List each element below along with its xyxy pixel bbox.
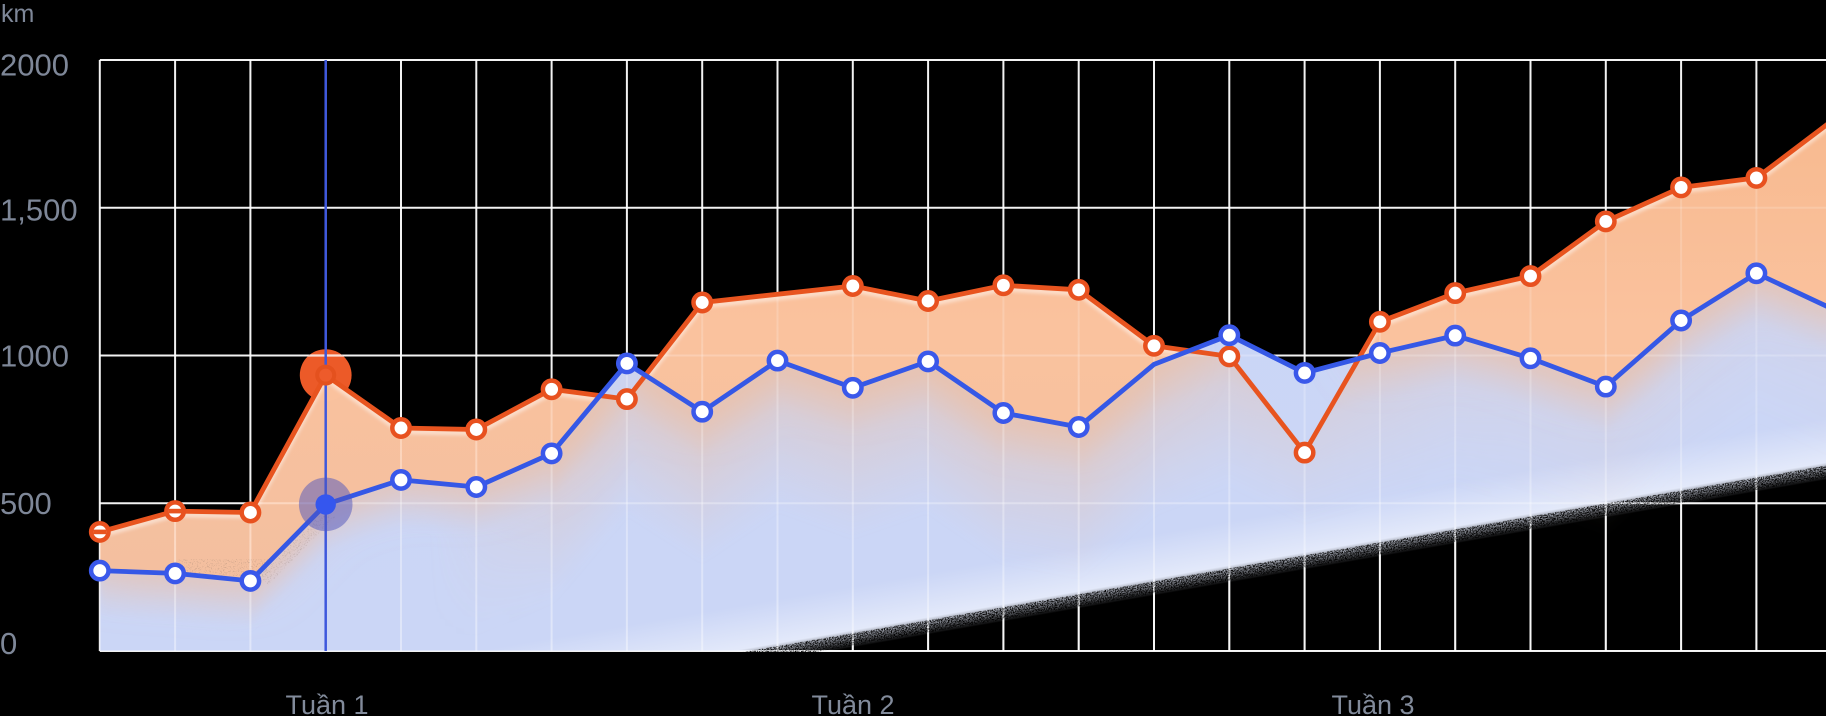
svg-text:Tuần 1: Tuần 1 [285,690,368,716]
svg-text:0: 0 [0,626,17,661]
svg-text:Tuần 3: Tuần 3 [1331,690,1414,716]
svg-text:km: km [1,0,34,28]
svg-text:2000: 2000 [0,48,69,83]
svg-text:Tuần 2: Tuần 2 [811,690,894,716]
svg-text:500: 500 [0,486,52,521]
svg-text:1000: 1000 [0,339,69,374]
svg-text:1,500: 1,500 [0,193,78,228]
